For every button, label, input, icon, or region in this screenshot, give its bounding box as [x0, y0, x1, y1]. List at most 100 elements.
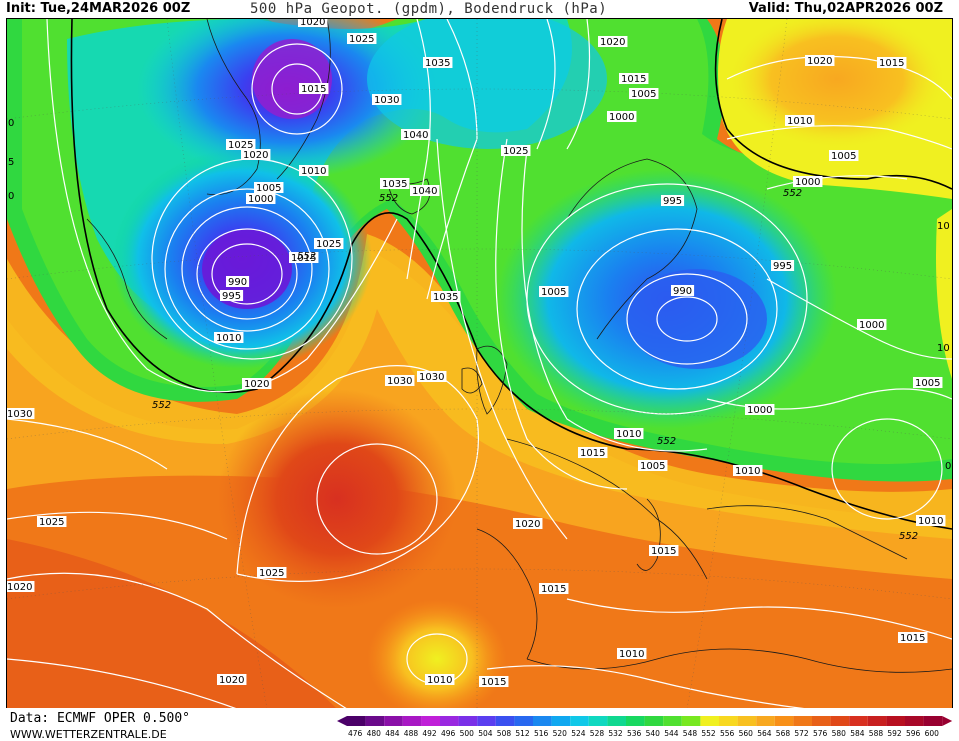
isobar-label: 1025: [226, 139, 256, 151]
legend-label: 508: [497, 729, 512, 738]
edge-label: 10: [937, 343, 950, 354]
legend-swatch: [402, 716, 422, 726]
legend-swatch: [514, 716, 533, 726]
isobar-label: 1025: [501, 145, 531, 157]
isobar-label: 1015: [578, 447, 608, 459]
legend-label: 524: [571, 729, 586, 738]
svg-text:1020: 1020: [244, 379, 269, 390]
svg-text:1020: 1020: [807, 56, 832, 67]
isobar-label: 1040: [410, 185, 440, 197]
svg-text:1000: 1000: [859, 320, 884, 331]
svg-text:1010: 1010: [787, 116, 812, 127]
svg-text:1000: 1000: [747, 405, 772, 416]
legend-label: 596: [906, 729, 921, 738]
graticule: [7, 19, 952, 709]
legend-label: 564: [757, 729, 772, 738]
legend-label: 488: [404, 729, 419, 738]
geopotential-label: 552: [783, 188, 802, 199]
isobar-1010-s: [486, 665, 808, 709]
high-atlantic-shade: [217, 389, 457, 609]
legend-label: 592: [887, 729, 902, 738]
legend-swatch: [347, 716, 366, 726]
isobar-label: 1015: [289, 252, 319, 264]
isobar-label: 1015: [299, 83, 329, 95]
svg-text:1010: 1010: [619, 649, 644, 660]
edge-label: 0: [945, 461, 951, 472]
legend-label: 480: [367, 729, 382, 738]
isobar-1000-west: [181, 206, 313, 332]
isobar-label: 990: [226, 276, 250, 288]
svg-text:1005: 1005: [640, 461, 665, 472]
coastlines: [86, 19, 952, 673]
legend-swatch: [663, 716, 682, 726]
svg-text:1000: 1000: [248, 194, 273, 205]
svg-text:1005: 1005: [256, 183, 281, 194]
svg-text:1040: 1040: [403, 130, 428, 141]
isobar-1025-sw: [7, 511, 228, 540]
isobar-label: 1010: [733, 465, 763, 477]
isobar-label: 1020: [598, 36, 628, 48]
legend-label: 476: [348, 729, 363, 738]
legend-label: 492: [422, 729, 437, 738]
uk-coast: [476, 345, 508, 415]
greenland-west-coast: [206, 19, 261, 196]
isobar-label: 1020: [805, 55, 835, 67]
isobar-label: 1005: [629, 88, 659, 100]
legend-swatch: [812, 716, 831, 726]
isobar-label: 1000: [246, 193, 276, 205]
map-footer: Data: ECMWF OPER 0.500° WWW.WETTERZENTRA…: [0, 708, 959, 741]
isobar-label: 1020: [217, 674, 247, 686]
isobar-label: 1010: [299, 165, 329, 177]
isobar-label: 1015: [539, 583, 569, 595]
svg-text:1015: 1015: [879, 58, 904, 69]
svg-text:1025: 1025: [259, 568, 284, 579]
legend-swatch: [681, 716, 701, 726]
svg-text:1035: 1035: [433, 292, 458, 303]
svg-text:1015: 1015: [541, 584, 566, 595]
isobar-label: 1015: [649, 545, 679, 557]
warm-sw-band: [7, 539, 337, 709]
isobar-label: 1010: [617, 648, 647, 660]
edge-labels: 0 5 0 0 10 10: [8, 118, 951, 472]
low-north-core: [252, 39, 332, 119]
website-credit: WWW.WETTERZENTRALE.DE: [10, 728, 167, 741]
svg-text:995: 995: [663, 196, 682, 207]
isobar-label: 1015: [619, 73, 649, 85]
geopotential-label: 552: [899, 531, 918, 542]
svg-text:1015: 1015: [621, 74, 646, 85]
legend-label: 500: [460, 729, 475, 738]
svg-text:1000: 1000: [609, 112, 634, 123]
isobar-1015-east: [495, 138, 628, 490]
legend-swatch: [867, 716, 887, 726]
isobar-1025-n: [536, 19, 556, 150]
isobar-label: 995: [771, 260, 795, 272]
isobars: [7, 19, 952, 709]
ne-ridge-core: [727, 19, 947, 149]
geopotential-label: 552: [379, 193, 398, 204]
geopotential-label: 552: [152, 400, 171, 411]
svg-text:1030: 1030: [387, 376, 412, 387]
scandinavia-coast: [566, 158, 698, 340]
legend-label: 568: [776, 729, 791, 738]
legend-swatch: [830, 716, 850, 726]
map-header: Init: Tue,24MAR2026 00Z 500 hPa Geopot. …: [0, 0, 959, 18]
legend-label: 600: [925, 729, 940, 738]
isobar-label: 1010: [214, 332, 244, 344]
isobar-1020-west: [46, 19, 398, 393]
isobar-label: 1000: [857, 319, 887, 331]
svg-text:1000: 1000: [795, 177, 820, 188]
init-time: Init: Tue,24MAR2026 00Z: [6, 1, 191, 16]
svg-text:1030: 1030: [7, 409, 32, 420]
isobar-label: 1030: [372, 94, 402, 106]
isobar-1020-east: [436, 138, 568, 540]
isobar-1030-w: [7, 418, 168, 470]
legend-swatch: [440, 716, 459, 726]
map-title: 500 hPa Geopot. (gpdm), Bodendruck (hPa): [250, 1, 608, 17]
svg-text:1005: 1005: [631, 89, 656, 100]
legend-arrow-left: [337, 716, 347, 726]
legend-swatch: [421, 716, 440, 726]
isobar-label: 1005: [539, 286, 569, 298]
isobar-label: 1040: [401, 129, 431, 141]
legend-swatch: [607, 716, 626, 726]
legend-swatch: [384, 716, 403, 726]
